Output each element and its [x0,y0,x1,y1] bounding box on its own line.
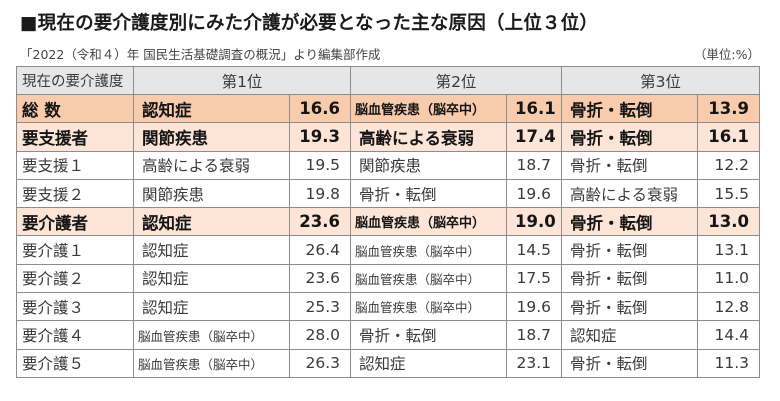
rank2-cause: 高齢による衰弱 [350,122,507,152]
table-row: 要介護１ 認知症 26.4 脳血管疾患（脳卒中） 14.5 骨折・転倒 13.1 [16,235,760,265]
table-row: 要支援１ 高齢による衰弱 19.5 関節疾患 18.7 骨折・転倒 12.2 [16,150,760,180]
source-note: 「2022（令和４）年 国民生活基礎調査の概況」より編集部作成 [20,47,381,62]
rank3-value: 12.2 [697,150,760,180]
row-level: 要介護２ [16,263,134,294]
table-row: 要介護２ 認知症 23.6 脳血管疾患（脳卒中） 17.5 骨折・転倒 11.0 [16,263,760,294]
rank3-value: 14.4 [697,320,760,350]
rank1-value: 23.6 [289,263,351,294]
rank3-value: 15.5 [697,178,760,209]
row-level: 要支援者 [16,122,134,152]
rank1-cause: 認知症 [133,93,290,124]
rank1-value: 19.3 [289,122,351,152]
rank1-cause: 認知症 [133,207,290,237]
table-row: 要介護５ 脳血管疾患（脳卒中） 26.3 認知症 23.1 骨折・転倒 11.3 [16,348,760,378]
rank2-cause: 骨折・転倒 [350,178,507,209]
rank2-value: 18.7 [506,150,562,180]
rank1-cause: 高齢による衰弱 [133,150,290,180]
rank3-cause: 認知症 [561,320,698,350]
rank3-cause: 骨折・転倒 [561,93,698,124]
rank2-cause: 脳血管疾患（脳卒中） [350,263,507,294]
table-header-row: 現在の要介護度 第1位 第2位 第3位 [16,66,760,95]
rank1-value: 16.6 [289,93,351,124]
rank2-value: 19.6 [506,292,562,322]
rank3-value: 16.1 [697,122,760,152]
rank3-value: 11.3 [697,348,760,378]
causes-table: 現在の要介護度 第1位 第2位 第3位 総 数 認知症 16.6 脳血管疾患（脳… [16,66,760,378]
rank3-cause: 骨折・転倒 [561,263,698,294]
rank2-value: 18.7 [506,320,562,350]
rank3-value: 13.9 [697,93,760,124]
table-row: 要介護４ 脳血管疾患（脳卒中） 28.0 骨折・転倒 18.7 認知症 14.4 [16,320,760,350]
rank2-value: 23.1 [506,348,562,378]
rank1-cause: 認知症 [133,292,290,322]
rank1-value: 19.8 [289,178,351,209]
rank2-cause: 脳血管疾患（脳卒中） [350,235,507,265]
row-level: 要介護４ [16,320,134,350]
table-row-group: 要支援者 関節疾患 19.3 高齢による衰弱 17.4 骨折・転倒 16.1 [16,122,760,152]
rank3-cause: 高齢による衰弱 [561,178,698,209]
rank2-value: 19.0 [506,207,562,237]
rank3-value: 12.8 [697,292,760,322]
rank2-cause: 脳血管疾患（脳卒中） [350,207,507,237]
rank3-value: 11.0 [697,263,760,294]
rank2-value: 17.4 [506,122,562,152]
rank1-cause: 脳血管疾患（脳卒中） [133,320,290,350]
row-level: 総 数 [16,93,134,124]
row-level: 要介護５ [16,348,134,378]
rank2-cause: 脳血管疾患（脳卒中） [350,292,507,322]
rank1-cause: 脳血管疾患（脳卒中） [133,348,290,378]
rank3-cause: 骨折・転倒 [561,348,698,378]
rank1-cause: 関節疾患 [133,122,290,152]
rank1-value: 19.5 [289,150,351,180]
row-level: 要介護３ [16,292,134,322]
rank2-value: 19.6 [506,178,562,209]
header-level: 現在の要介護度 [16,66,134,95]
rank2-value: 17.5 [506,263,562,294]
rank3-value: 13.1 [697,235,760,265]
rank2-value: 14.5 [506,235,562,265]
rank2-cause: 関節疾患 [350,150,507,180]
unit-label: （単位:%） [693,47,760,62]
rank3-cause: 骨折・転倒 [561,292,698,322]
row-level: 要支援２ [16,178,134,209]
table-row: 要介護３ 認知症 25.3 脳血管疾患（脳卒中） 19.6 骨折・転倒 12.8 [16,292,760,322]
table-row: 要支援２ 関節疾患 19.8 骨折・転倒 19.6 高齢による衰弱 15.5 [16,178,760,209]
rank1-value: 26.4 [289,235,351,265]
table-row-group: 要介護者 認知症 23.6 脳血管疾患（脳卒中） 19.0 骨折・転倒 13.0 [16,207,760,237]
rank2-cause: 脳血管疾患（脳卒中） [350,93,507,124]
rank1-cause: 関節疾患 [133,178,290,209]
rank3-cause: 骨折・転倒 [561,207,698,237]
rank2-value: 16.1 [506,93,562,124]
rank3-cause: 骨折・転倒 [561,150,698,180]
rank1-value: 26.3 [289,348,351,378]
header-rank-1: 第1位 [133,66,351,95]
row-level: 要介護１ [16,235,134,265]
rank1-value: 23.6 [289,207,351,237]
row-level: 要介護者 [16,207,134,237]
table-row-total: 総 数 認知症 16.6 脳血管疾患（脳卒中） 16.1 骨折・転倒 13.9 [16,93,760,124]
rank1-cause: 認知症 [133,263,290,294]
rank2-cause: 認知症 [350,348,507,378]
rank3-value: 13.0 [697,207,760,237]
rank1-value: 28.0 [289,320,351,350]
rank1-cause: 認知症 [133,235,290,265]
row-level: 要支援１ [16,150,134,180]
header-rank-3: 第3位 [561,66,760,95]
rank2-cause: 骨折・転倒 [350,320,507,350]
rank3-cause: 骨折・転倒 [561,122,698,152]
rank1-value: 25.3 [289,292,351,322]
rank3-cause: 骨折・転倒 [561,235,698,265]
header-rank-2: 第2位 [350,66,562,95]
page-title: ■現在の要介護度別にみた介護が必要となった主な原因（上位３位） [20,13,599,34]
